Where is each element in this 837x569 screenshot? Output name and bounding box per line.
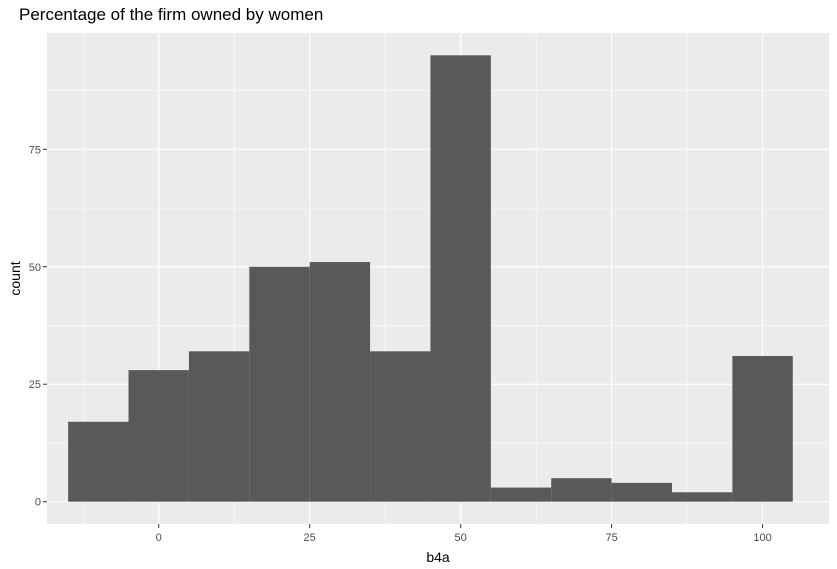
y-axis: 0 25 50 75 (29, 144, 47, 509)
x-axis: 0 25 50 75 100 (156, 524, 772, 544)
x-tick-label: 75 (605, 532, 617, 544)
histogram-bar (430, 55, 491, 502)
histogram-bars (68, 55, 793, 502)
x-tick-label: 100 (753, 532, 771, 544)
histogram-bar (551, 478, 612, 502)
histogram-bar (249, 266, 310, 502)
x-axis-label: b4a (426, 549, 450, 565)
y-axis-label: count (7, 261, 23, 295)
y-tick-label: 50 (29, 262, 41, 274)
histogram-bar (611, 482, 672, 502)
y-tick-label: 25 (29, 379, 41, 391)
histogram-bar (68, 421, 129, 502)
y-tick-label: 75 (29, 144, 41, 156)
histogram-bar (188, 351, 250, 502)
histogram-bar (370, 351, 431, 502)
x-tick-label: 25 (304, 532, 316, 544)
x-tick-label: 0 (156, 532, 162, 544)
histogram-bar (671, 492, 733, 502)
histogram-bar (732, 356, 793, 502)
histogram-bar (309, 262, 371, 502)
chart-title: Percentage of the firm owned by women (19, 5, 324, 24)
y-tick-label: 0 (35, 497, 41, 509)
histogram-bar (490, 487, 552, 502)
histogram-bar (128, 370, 189, 502)
x-tick-label: 50 (455, 532, 467, 544)
